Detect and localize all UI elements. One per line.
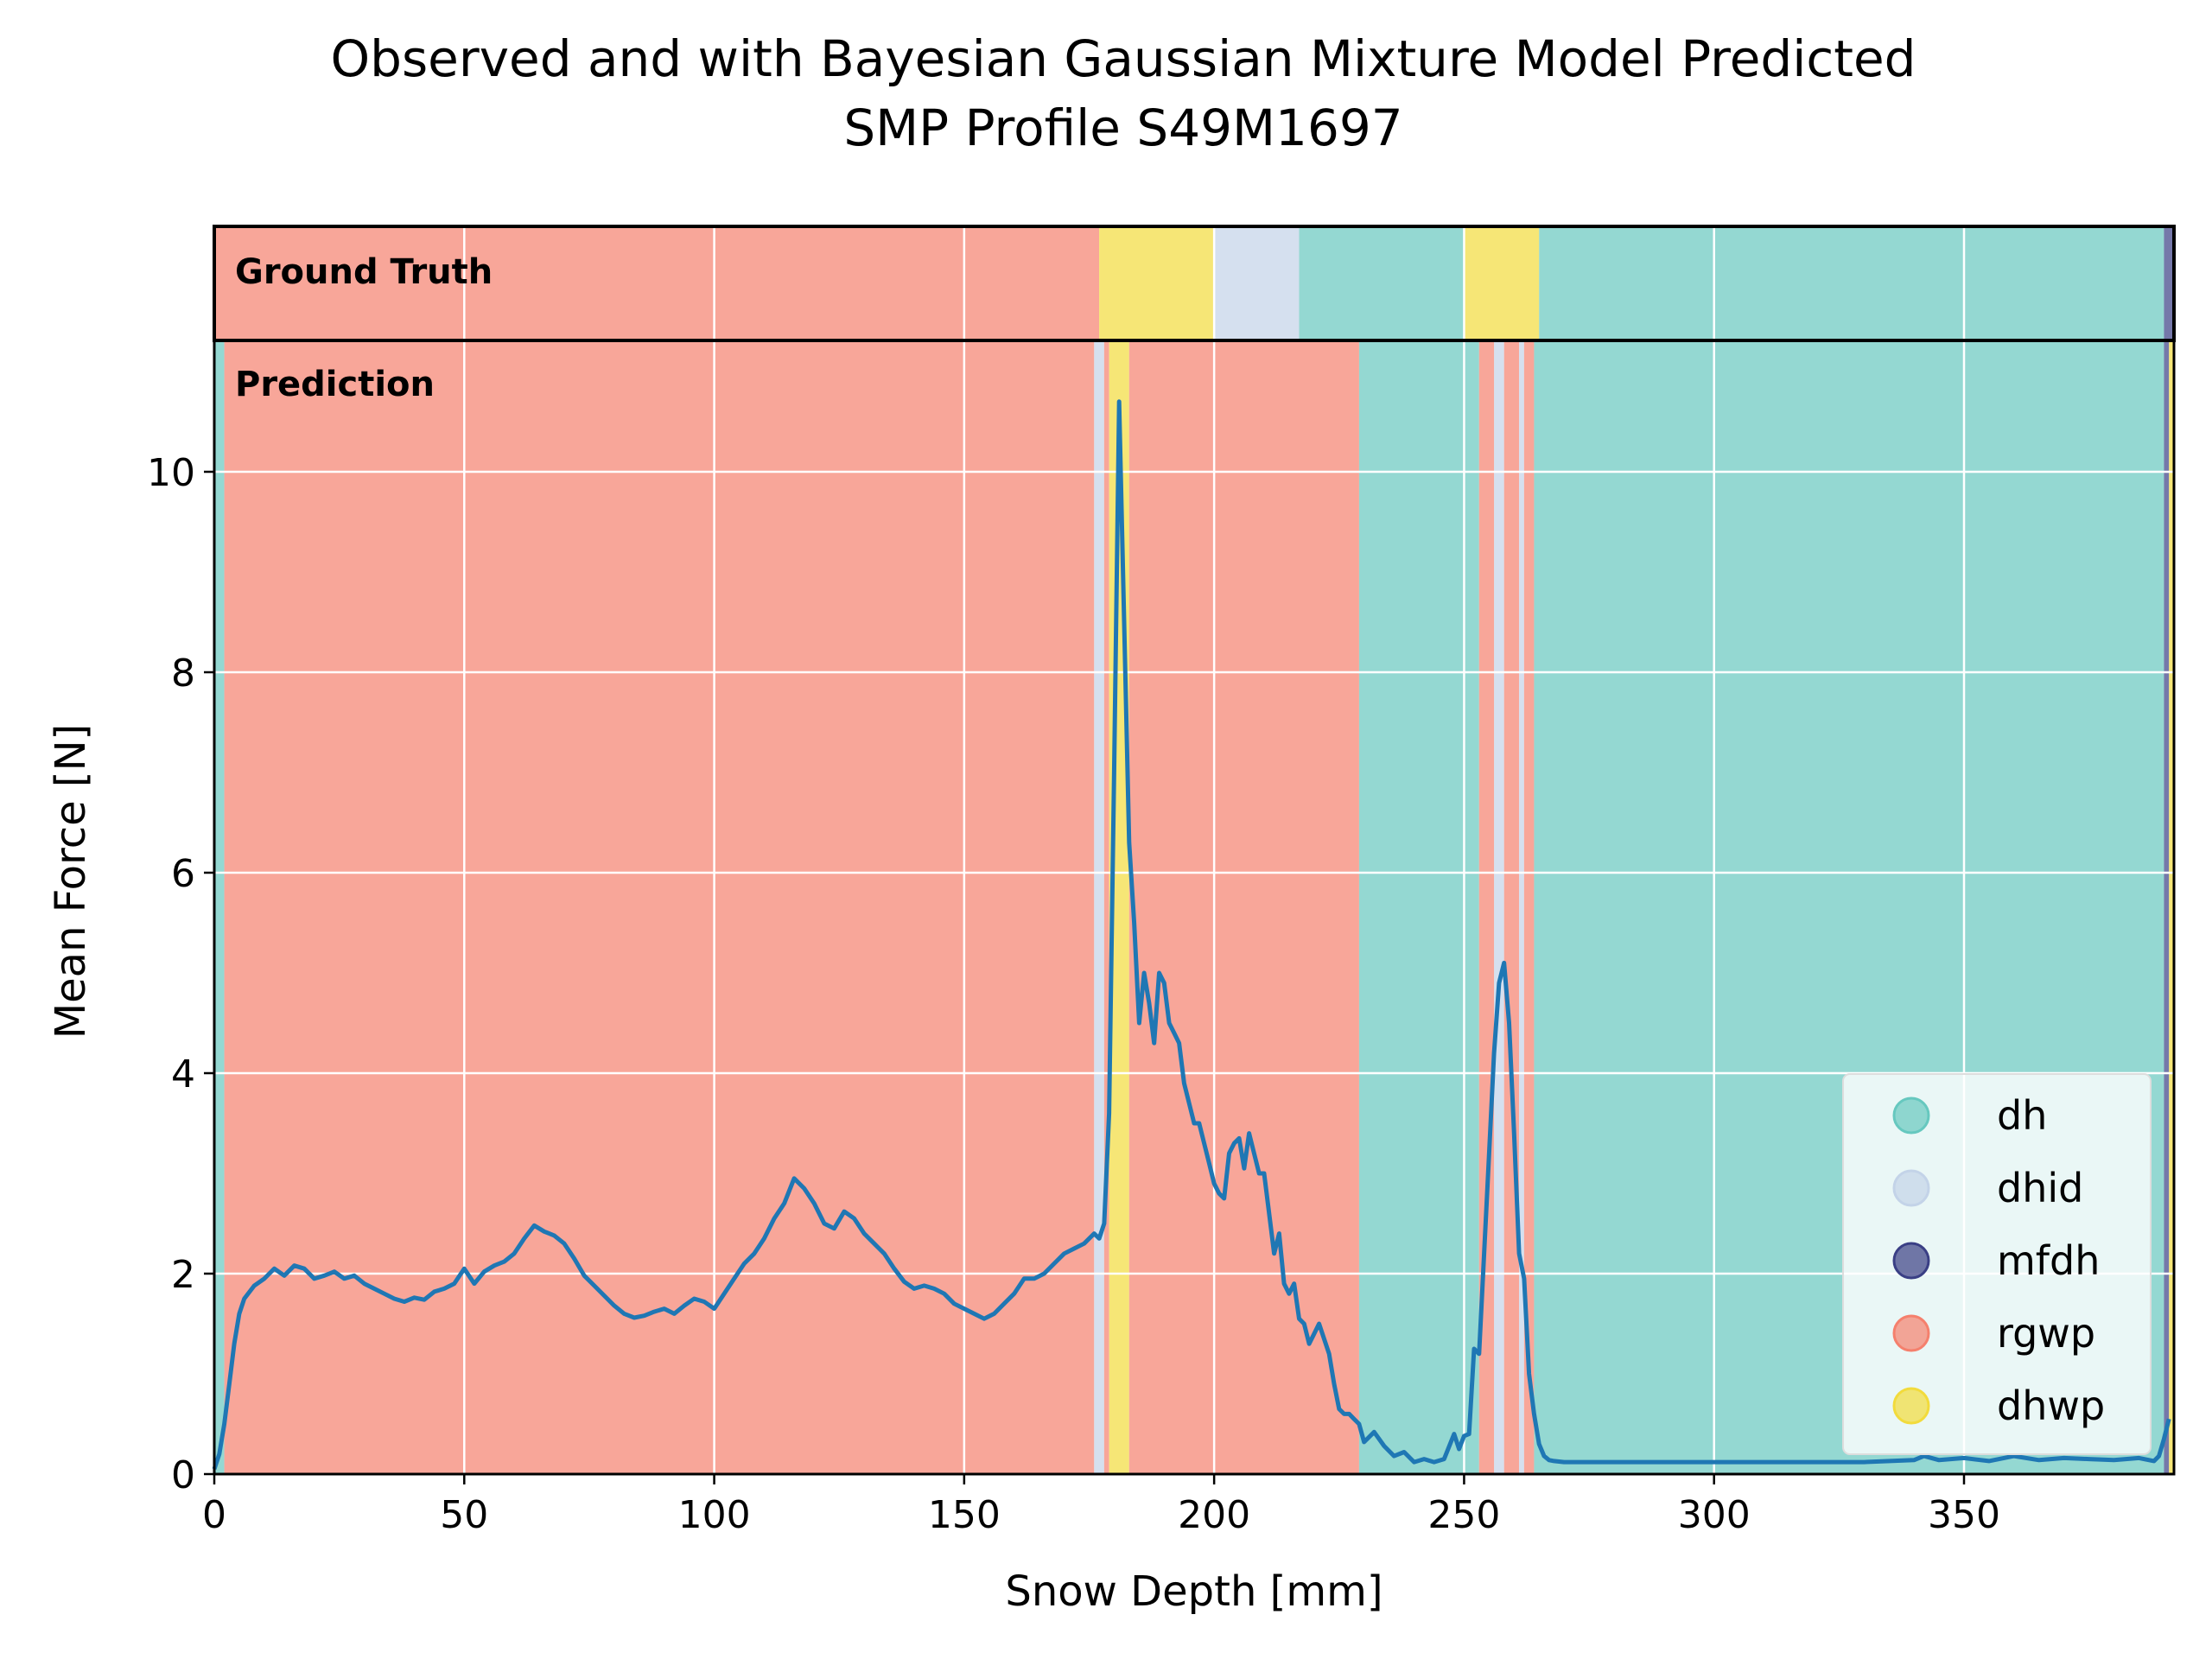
legend-label-dh: dh — [1997, 1092, 2047, 1139]
x-tick-label: 250 — [1427, 1493, 1500, 1537]
x-axis: 0 50 100 150 200 250 300 350 — [202, 1474, 2000, 1537]
legend-marker-dhid — [1892, 1169, 1930, 1207]
prediction-segment-rgwp — [1103, 340, 1109, 1474]
x-tick-label: 100 — [678, 1493, 751, 1537]
y-axis: 0 2 4 6 8 10 — [147, 451, 214, 1497]
prediction-segment-rgwp — [1523, 340, 1535, 1474]
ground-truth-segment-dhwp — [1099, 226, 1215, 340]
prediction-segment-rgwp — [1128, 340, 1359, 1474]
y-tick-label: 2 — [171, 1253, 195, 1297]
x-tick-label: 200 — [1178, 1493, 1250, 1537]
prediction-segment-dhid — [1094, 340, 1104, 1474]
y-axis-label: Mean Force [N] — [47, 724, 95, 1039]
y-tick-label: 4 — [171, 1052, 195, 1096]
prediction-segment-mfdh — [2164, 340, 2170, 1474]
prediction-segment-rgwp — [1503, 340, 1520, 1474]
ground-truth-segment-rgwp — [214, 226, 1100, 340]
y-tick-label: 0 — [171, 1453, 195, 1497]
chart-title: Observed and with Bayesian Gaussian Mixt… — [331, 29, 1916, 88]
ground-truth-segment-dhid — [1214, 226, 1300, 340]
series-line — [212, 399, 2171, 1470]
legend-label-dhid: dhid — [1997, 1165, 2083, 1211]
ground-truth-label: Ground Truth — [235, 252, 493, 292]
y-tick-label: 8 — [171, 652, 195, 696]
x-tick-label: 350 — [1928, 1493, 2000, 1537]
y-tick-label: 10 — [147, 451, 195, 495]
ground-truth-segment-mfdh — [2164, 226, 2174, 340]
prediction-segment-dhwp — [2169, 340, 2174, 1474]
legend-marker-rgwp — [1892, 1314, 1930, 1352]
prediction-segment-dh — [214, 340, 225, 1474]
prediction-segment-dh — [1358, 340, 1479, 1474]
ground-truth-segment-dhwp — [1464, 226, 1540, 340]
prediction-segment-dhid — [1494, 340, 1504, 1474]
legend: dh dhid mfdh rgwp dhwp — [1842, 1073, 2152, 1455]
series-layer — [212, 399, 2171, 1470]
legend-marker-dh — [1892, 1096, 1930, 1135]
ground-truth-band — [214, 226, 2174, 340]
legend-marker-dhwp — [1892, 1387, 1930, 1425]
prediction-segment-dhid — [1519, 340, 1524, 1474]
x-tick-label: 300 — [1678, 1493, 1751, 1537]
ground-truth-segment-dh — [1539, 226, 2164, 340]
x-tick-label: 0 — [202, 1493, 226, 1537]
prediction-label: Prediction — [235, 365, 435, 404]
legend-marker-mfdh — [1892, 1242, 1930, 1280]
plot-frame — [213, 225, 2176, 1476]
y-tick-label: 6 — [171, 852, 195, 896]
legend-label-rgwp: rgwp — [1997, 1310, 2095, 1357]
x-tick-label: 150 — [928, 1493, 1001, 1537]
legend-label-mfdh: mfdh — [1997, 1237, 2100, 1284]
x-tick-label: 50 — [440, 1493, 488, 1537]
legend-label-dhwp: dhwp — [1997, 1382, 2105, 1429]
ground-truth-segment-dh — [1299, 226, 1465, 340]
x-axis-label: Snow Depth [mm] — [1005, 1567, 1382, 1616]
legend-box — [1842, 1073, 2152, 1455]
chart-subtitle: SMP Profile S49M1697 — [843, 99, 1402, 157]
prediction-segment-rgwp — [1478, 340, 1495, 1474]
